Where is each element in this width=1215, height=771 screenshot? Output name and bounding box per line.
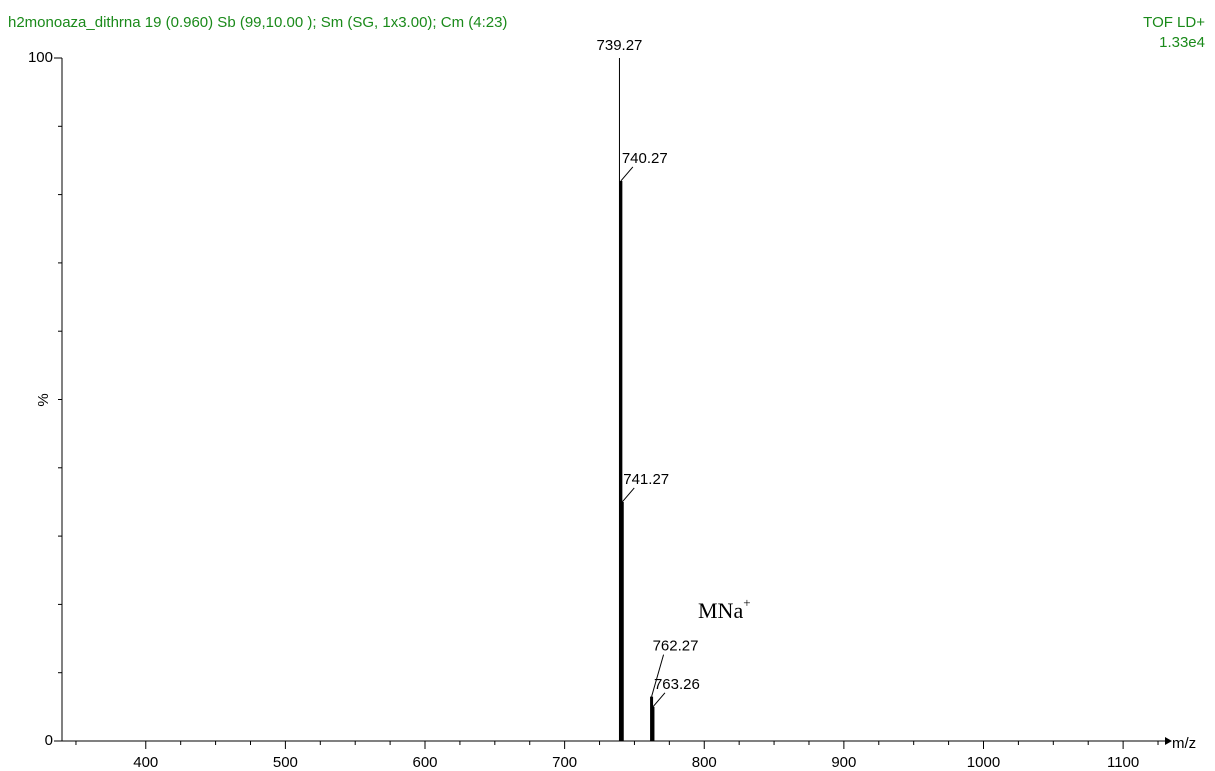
- annotation: MNa+: [698, 595, 751, 623]
- x-tick-label: 400: [133, 754, 158, 771]
- annotation-sup: +: [743, 595, 750, 610]
- intensity: 1.33e4: [1159, 34, 1205, 51]
- x-tick-label: 500: [273, 754, 298, 771]
- instrument: TOF LD+: [1143, 14, 1205, 31]
- peak-label: 763.26: [654, 676, 700, 693]
- x-tick-label: 1000: [967, 754, 1000, 771]
- peak-label: 741.27: [623, 471, 669, 488]
- x-tick-label: 800: [692, 754, 717, 771]
- x-axis-arrow: [1165, 737, 1172, 745]
- peak-leader: [621, 487, 635, 503]
- x-tick-label: 600: [412, 754, 437, 771]
- peak-leader: [651, 654, 665, 697]
- peak-label: 739.27: [597, 37, 643, 54]
- y-tick-label: 0: [45, 732, 53, 749]
- x-tick-label: 700: [552, 754, 577, 771]
- y-tick-label: 100: [28, 49, 53, 66]
- annotation-text: MNa: [698, 598, 743, 623]
- peak-leader: [652, 692, 666, 708]
- y-axis-label: %: [35, 393, 52, 406]
- peak-label: 762.27: [653, 638, 699, 655]
- x-tick-label: 1100: [1107, 754, 1139, 771]
- peak-leader: [620, 166, 634, 182]
- x-axis-label: m/z: [1172, 735, 1196, 752]
- chart-title: h2monoaza_dithrna 19 (0.960) Sb (99,10.0…: [8, 14, 507, 31]
- peak-label: 740.27: [622, 150, 668, 167]
- x-tick-label: 900: [831, 754, 856, 771]
